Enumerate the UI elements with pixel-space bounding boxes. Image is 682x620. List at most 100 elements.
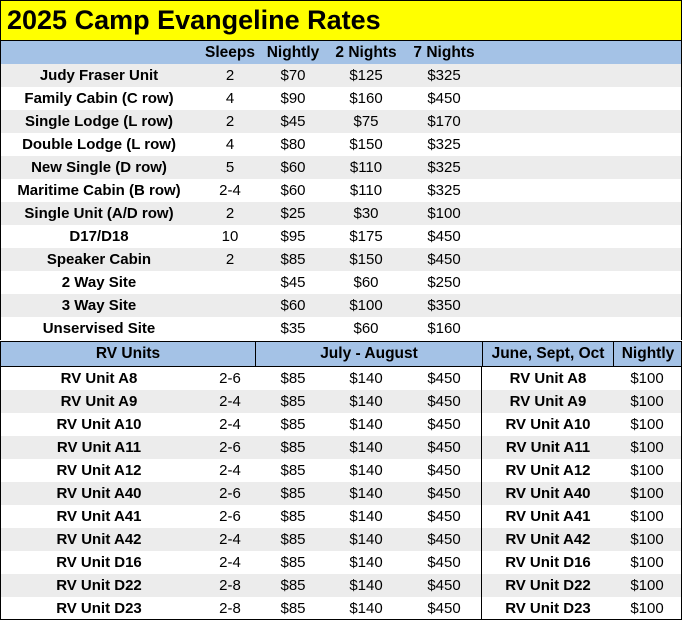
rv-two-nights-rate: $140 <box>349 416 383 433</box>
unit-two-nights-rate: $125 <box>349 67 383 84</box>
rv-seven-nights-rate: $450 <box>427 439 461 456</box>
rv-seven-nights-rate: $450 <box>427 462 461 479</box>
table-row: 3 Way Site $60 $100 $350 <box>0 294 682 317</box>
unit-seven-nights-rate: $450 <box>427 228 461 245</box>
rv-seven-nights-rate: $450 <box>427 393 461 410</box>
rv-off-season-unit-name: RV Unit D23 <box>505 600 591 617</box>
rv-nightly-rate: $85 <box>280 508 306 525</box>
rv-nightly-rate: $85 <box>280 439 306 456</box>
rv-unit-sleeps: 2-4 <box>219 554 241 571</box>
unit-nightly-rate: $45 <box>280 113 306 130</box>
sleeps-header: Sleeps <box>205 44 255 61</box>
table-row: D17/D18 10 $95 $175 $450 <box>0 225 682 248</box>
rv-two-nights-rate: $140 <box>349 439 383 456</box>
rv-off-season-nightly-rate: $100 <box>630 485 664 502</box>
table-row: Single Unit (A/D row) 2 $25 $30 $100 <box>0 202 682 225</box>
rv-two-nights-rate: $140 <box>349 370 383 387</box>
rv-unit-name: RV Unit A40 <box>56 485 142 502</box>
season-divider <box>481 367 482 620</box>
rv-two-nights-rate: $140 <box>349 462 383 479</box>
rv-nightly-rate: $85 <box>280 577 306 594</box>
unit-nightly-rate: $45 <box>280 274 306 291</box>
rv-seven-nights-rate: $450 <box>427 508 461 525</box>
rv-unit-name: RV Unit A11 <box>56 439 142 456</box>
seven-nights-header: 7 Nights <box>413 44 475 61</box>
table-row: Maritime Cabin (B row) 2-4 $60 $110 $325 <box>0 179 682 202</box>
rv-unit-name: RV Unit A10 <box>56 416 142 433</box>
table-row: Speaker Cabin 2 $85 $150 $450 <box>0 248 682 271</box>
summer-header: July - August <box>320 345 418 362</box>
table-row: Judy Fraser Unit 2 $70 $125 $325 <box>0 64 682 87</box>
rv-seven-nights-rate: $450 <box>427 485 461 502</box>
rv-header-row: RV Units July - August June, Sept, Oct N… <box>0 341 682 367</box>
rv-seven-nights-rate: $450 <box>427 577 461 594</box>
rv-off-season-unit-name: RV Unit A41 <box>505 508 591 525</box>
rv-off-season-nightly-rate: $100 <box>630 416 664 433</box>
unit-nightly-rate: $70 <box>280 67 306 84</box>
unit-name: Single Unit (A/D row) <box>24 205 174 222</box>
rv-nightly-rate: $85 <box>280 554 306 571</box>
unit-name: New Single (D row) <box>31 159 167 176</box>
rv-units-header: RV Units <box>95 345 161 362</box>
off-nightly-header: Nightly <box>621 345 675 362</box>
rv-two-nights-rate: $140 <box>349 531 383 548</box>
unit-two-nights-rate: $150 <box>349 251 383 268</box>
rv-unit-sleeps: 2-4 <box>219 462 241 479</box>
unit-seven-nights-rate: $325 <box>427 67 461 84</box>
rv-two-nights-rate: $140 <box>349 600 383 617</box>
unit-nightly-rate: $95 <box>280 228 306 245</box>
rv-nightly-rate: $85 <box>280 416 306 433</box>
unit-nightly-rate: $60 <box>280 297 306 314</box>
page-title: 2025 Camp Evangeline Rates <box>0 0 682 41</box>
unit-sleeps: 2 <box>225 205 235 222</box>
rv-unit-sleeps: 2-4 <box>219 393 241 410</box>
unit-nightly-rate: $85 <box>280 251 306 268</box>
rv-two-nights-rate: $140 <box>349 554 383 571</box>
rv-two-nights-rate: $140 <box>349 393 383 410</box>
rv-unit-name: RV Unit D22 <box>56 577 142 594</box>
unit-two-nights-rate: $110 <box>349 182 383 199</box>
rv-two-nights-rate: $140 <box>349 508 383 525</box>
rv-unit-name: RV Unit A9 <box>60 393 138 410</box>
unit-seven-nights-rate: $350 <box>427 297 461 314</box>
rv-seven-nights-rate: $450 <box>427 600 461 617</box>
unit-sleeps <box>197 317 263 340</box>
rv-nightly-rate: $85 <box>280 531 306 548</box>
rv-off-season-unit-name: RV Unit A42 <box>505 531 591 548</box>
table-row: Double Lodge (L row) 4 $80 $150 $325 <box>0 133 682 156</box>
unit-nightly-rate: $25 <box>280 205 306 222</box>
table-row: RV Unit D23 2-8 $85 $140 $450 RV Unit D23 $100 <box>0 597 682 620</box>
unit-name: 2 Way Site <box>61 274 137 291</box>
rv-unit-sleeps: 2-4 <box>219 416 241 433</box>
table-row: RV Unit A10 2-4 $85 $140 $450 RV Unit A10 $100 <box>0 413 682 436</box>
rv-nightly-rate: $85 <box>280 370 306 387</box>
unit-sleeps: 2 <box>225 67 235 84</box>
rv-off-season-nightly-rate: $100 <box>630 462 664 479</box>
unit-sleeps: 4 <box>225 90 235 107</box>
table-row: New Single (D row) 5 $60 $110 $325 <box>0 156 682 179</box>
unit-two-nights-rate: $110 <box>349 159 383 176</box>
rv-unit-sleeps: 2-6 <box>219 508 241 525</box>
unit-nightly-rate: $80 <box>280 136 306 153</box>
unit-sleeps: 10 <box>221 228 239 245</box>
unit-name: Single Lodge (L row) <box>24 113 174 130</box>
unit-seven-nights-rate: $450 <box>427 251 461 268</box>
rv-off-season-unit-name: RV Unit D16 <box>505 554 591 571</box>
rv-unit-name: RV Unit A42 <box>56 531 142 548</box>
unit-two-nights-rate: $60 <box>353 274 379 291</box>
unit-seven-nights-rate: $100 <box>427 205 461 222</box>
unit-name: D17/D18 <box>69 228 129 245</box>
header-divider <box>255 342 256 366</box>
rv-nightly-rate: $85 <box>280 600 306 617</box>
table-row: RV Unit A11 2-6 $85 $140 $450 RV Unit A11 $100 <box>0 436 682 459</box>
rv-nightly-rate: $85 <box>280 485 306 502</box>
rv-off-season-nightly-rate: $100 <box>630 531 664 548</box>
unit-sleeps: 4 <box>225 136 235 153</box>
rv-off-season-unit-name: RV Unit A12 <box>505 462 591 479</box>
unit-seven-nights-rate: $325 <box>427 136 461 153</box>
unit-name: Maritime Cabin (B row) <box>17 182 181 199</box>
table-row: RV Unit A40 2-6 $85 $140 $450 RV Unit A40 $100 <box>0 482 682 505</box>
rv-unit-name: RV Unit A8 <box>60 370 138 387</box>
rv-unit-name: RV Unit A41 <box>56 508 142 525</box>
